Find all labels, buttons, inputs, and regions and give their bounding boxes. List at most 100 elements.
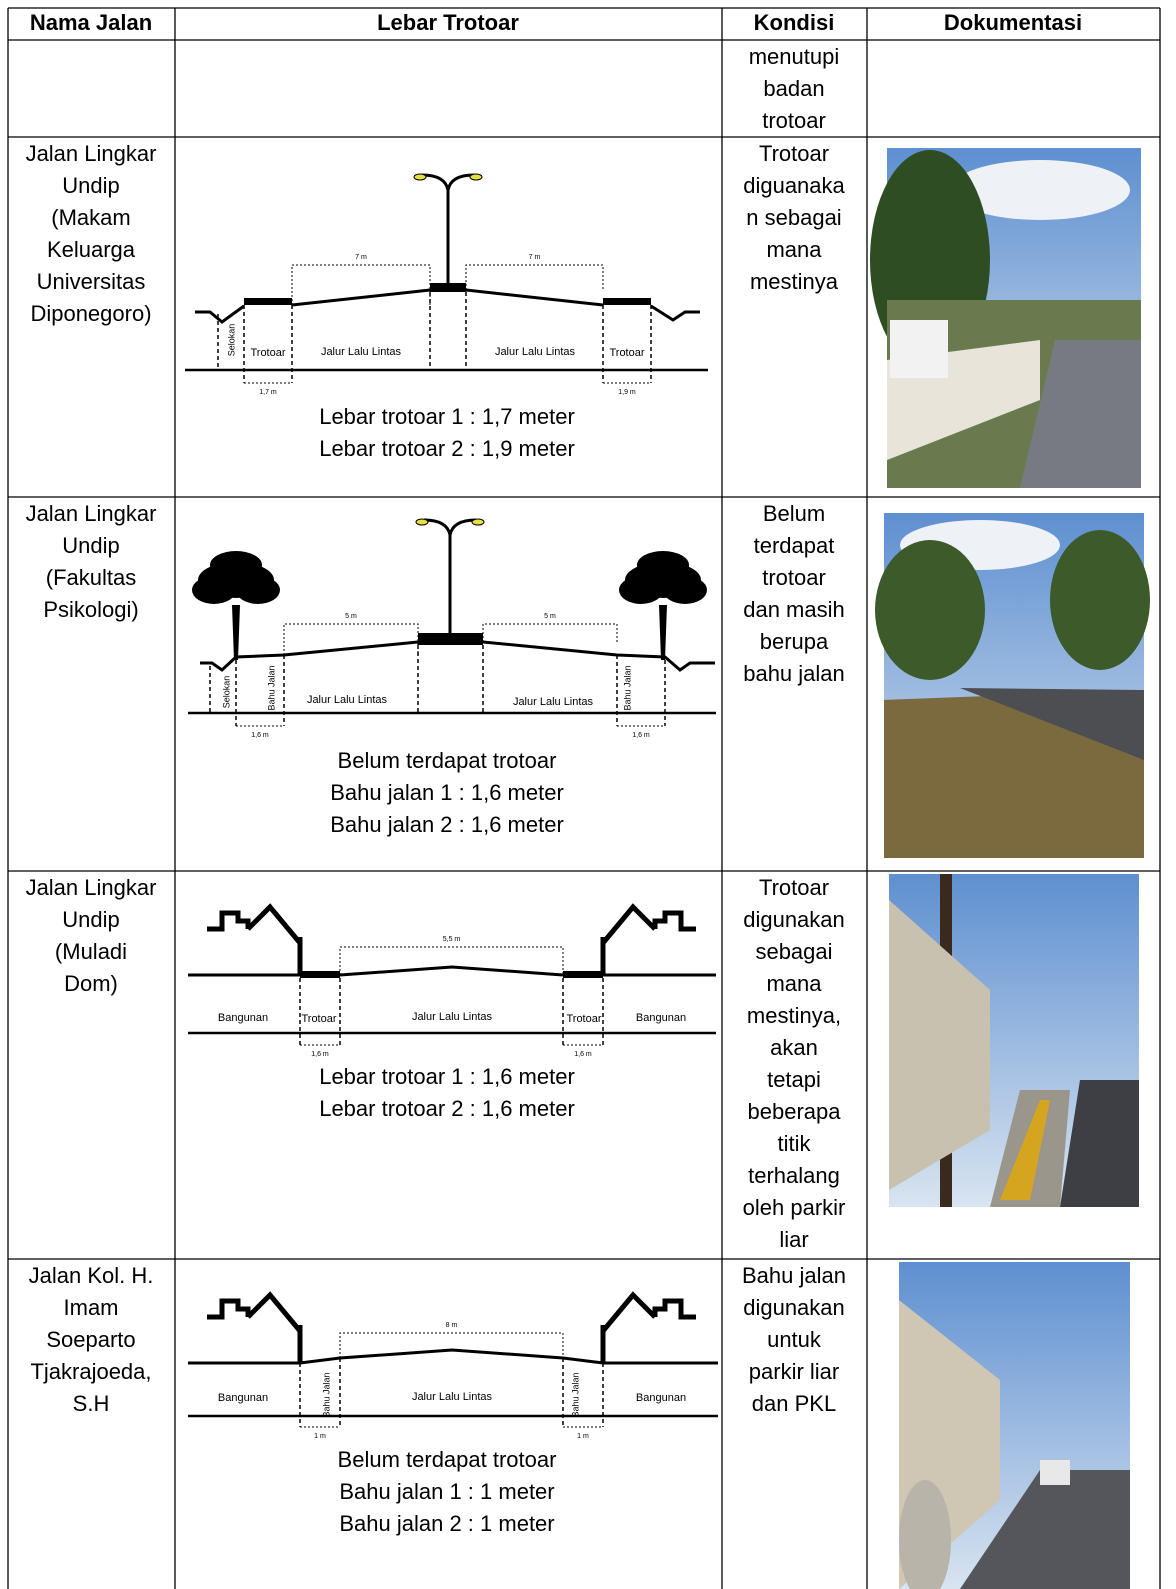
dimension-label: 1 m xyxy=(577,1433,589,1440)
road-name: Universitas xyxy=(37,269,146,294)
diagram-label: Jalur Lalu Lintas xyxy=(307,694,388,706)
building xyxy=(207,903,303,975)
curb xyxy=(244,298,292,305)
dimension xyxy=(291,264,431,305)
diagram-label: Selokan xyxy=(226,324,236,357)
condition: Trotoar xyxy=(759,875,829,900)
condition: tetapi xyxy=(767,1067,821,1092)
curb xyxy=(430,283,466,292)
condition: beberapa xyxy=(748,1099,842,1124)
photo xyxy=(899,1262,1130,1589)
condition: titik xyxy=(778,1131,812,1156)
street-lamp xyxy=(421,173,475,191)
dimension-label: 1,6 m xyxy=(632,732,650,739)
road-name: Imam xyxy=(64,1295,119,1320)
cross-section-diagram: 8 m 1 m 1 m Bangunan Bahu Jalan Jalur Lalu Li… xyxy=(188,1291,718,1536)
condition: liar xyxy=(779,1227,808,1252)
condition: digunakan xyxy=(743,907,845,932)
dimension-label: 1,6 m xyxy=(311,1051,329,1058)
cross-section-diagram: 5,5 m 1,6 m 1,6 m Bangunan Trotoar Jalur Lalu… xyxy=(188,903,716,1121)
dimension-label: 8 m xyxy=(446,1322,458,1329)
road-profile xyxy=(482,640,715,672)
width-caption: Bahu jalan 2 : 1 meter xyxy=(339,1511,554,1536)
tree xyxy=(659,605,667,660)
building xyxy=(207,1291,303,1363)
diagram-label: Bahu Jalan xyxy=(622,665,632,710)
condition: mana xyxy=(766,237,822,262)
condition: dan masih xyxy=(743,597,845,622)
condition: mana xyxy=(766,971,822,996)
diagram-label: Trotoar xyxy=(609,347,644,359)
condition: parkir liar xyxy=(749,1359,839,1384)
road-name: Diponegoro) xyxy=(30,301,151,326)
header-cell: Dokumentasi xyxy=(944,10,1082,35)
road-name: Dom) xyxy=(64,971,118,996)
diagram-label: Bahu Jalan xyxy=(570,1372,580,1417)
dimension xyxy=(339,946,564,975)
header-cell: Kondisi xyxy=(754,10,835,35)
diagram-label: Trotoar xyxy=(566,1013,601,1025)
header-cell: Nama Jalan xyxy=(30,10,152,35)
road-profile xyxy=(650,304,700,322)
dimension xyxy=(465,264,604,290)
diagram-label: Selokan xyxy=(221,676,231,709)
diagram-label: Jalur Lalu Lintas xyxy=(495,346,576,358)
road-name: (Fakultas xyxy=(46,565,136,590)
road-name: (Makam xyxy=(51,205,130,230)
road-profile xyxy=(188,1348,718,1365)
condition: berupa xyxy=(760,629,829,654)
dimension-label: 1,9 m xyxy=(618,389,636,396)
road-name: Soeparto xyxy=(46,1327,135,1352)
dimension-label: 1,7 m xyxy=(259,389,277,396)
road-profile xyxy=(195,304,245,324)
width-caption: Bahu jalan 1 : 1 meter xyxy=(339,1479,554,1504)
condition: n sebagai xyxy=(746,205,841,230)
road-profile xyxy=(291,288,431,307)
condition: mestinya xyxy=(750,269,839,294)
tree xyxy=(232,605,240,660)
road-name: Jalan Kol. H. xyxy=(29,1263,154,1288)
condition: sebagai xyxy=(755,939,832,964)
dimension-label: 1,6 m xyxy=(251,732,269,739)
diagram-label: Trotoar xyxy=(301,1013,336,1025)
lamp-light xyxy=(413,173,427,181)
road-profile xyxy=(339,965,564,977)
table-borders xyxy=(7,7,1161,1589)
diagram-label: Bangunan xyxy=(218,1012,268,1024)
width-caption: Belum terdapat trotoar xyxy=(338,1447,557,1472)
width-caption: Bahu jalan 2 : 1,6 meter xyxy=(330,812,564,837)
dimension-label: 5,5 m xyxy=(443,936,461,943)
condition: Belum xyxy=(763,501,825,526)
condition: bahu jalan xyxy=(743,661,845,686)
diagram-label: Bahu Jalan xyxy=(266,665,276,710)
building xyxy=(600,903,696,975)
tree xyxy=(210,551,262,579)
curb xyxy=(418,633,483,645)
street-lamp xyxy=(423,518,477,536)
road-name: Keluarga xyxy=(47,237,136,262)
road-name: Undip xyxy=(62,907,119,932)
condition: digunakan xyxy=(743,1295,845,1320)
road-name: Undip xyxy=(62,533,119,558)
dimension-label: 7 m xyxy=(529,254,541,261)
tree xyxy=(663,576,707,604)
road-name: Jalan Lingkar xyxy=(26,875,157,900)
road-name: Tjakrajoeda, xyxy=(30,1359,151,1384)
tree xyxy=(637,551,689,579)
width-caption: Lebar trotoar 2 : 1,6 meter xyxy=(319,1096,575,1121)
diagram-label: Bangunan xyxy=(636,1012,686,1024)
dimension xyxy=(283,623,419,655)
building xyxy=(600,1291,696,1363)
width-caption: Lebar trotoar 2 : 1,9 meter xyxy=(319,436,575,461)
width-caption: Belum terdapat trotoar xyxy=(338,748,557,773)
road-name: Jalan Lingkar xyxy=(26,501,157,526)
curb xyxy=(603,298,651,305)
diagram-label: Jalur Lalu Lintas xyxy=(412,1011,493,1023)
width-caption: Lebar trotoar 1 : 1,7 meter xyxy=(319,404,575,429)
diagram-label: Bahu Jalan xyxy=(321,1372,331,1417)
photo xyxy=(889,874,1139,1207)
road-profile xyxy=(200,640,419,672)
lamp-light xyxy=(469,173,483,181)
